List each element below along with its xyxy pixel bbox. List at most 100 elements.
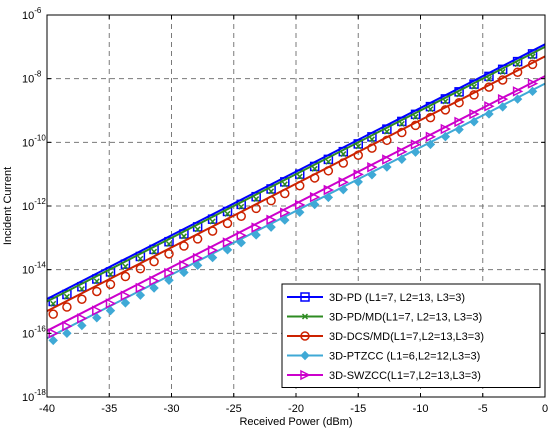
y-tick-label: 10-8 — [22, 70, 42, 86]
data-point — [425, 112, 436, 123]
data-point — [397, 154, 407, 164]
data-point — [440, 123, 452, 135]
data-point — [398, 120, 405, 127]
data-point — [236, 238, 246, 248]
data-point — [382, 162, 392, 172]
series-5 — [46, 75, 546, 339]
data-point — [135, 290, 146, 300]
data-point — [77, 320, 87, 331]
data-point — [93, 278, 100, 285]
data-point — [353, 150, 363, 160]
data-point — [427, 106, 434, 113]
data-point — [527, 78, 539, 89]
data-point — [164, 275, 174, 285]
data-point — [268, 188, 275, 195]
data-point — [383, 128, 390, 135]
data-point — [296, 173, 303, 180]
data-point — [499, 68, 506, 75]
data-point — [485, 75, 493, 82]
data-point — [382, 135, 392, 146]
data-point — [92, 313, 102, 323]
data-point — [338, 176, 349, 188]
data-point — [484, 101, 495, 112]
data-point — [120, 298, 131, 308]
data-point — [311, 165, 318, 172]
y-tick-label: 10-14 — [22, 261, 46, 277]
data-point — [236, 211, 246, 221]
data-point — [151, 248, 158, 255]
y-tick-label: 10-10 — [22, 133, 46, 149]
data-point — [410, 139, 422, 150]
legend-item: 3D-DCS/MD(L1=7,L2=13,L3=3) — [287, 331, 484, 343]
data-point — [353, 177, 363, 187]
data-point — [512, 94, 523, 104]
legend: 3D-PD (L1=7, L2=13, L3=3) 3D-PD/MD(L1=7, … — [281, 283, 541, 388]
y-axis-label: Incident Current — [2, 167, 14, 245]
data-point — [469, 117, 479, 127]
data-point — [192, 252, 204, 264]
data-point — [529, 53, 536, 60]
data-point — [149, 283, 159, 293]
data-point — [280, 207, 291, 218]
data-point — [454, 124, 464, 135]
data-point — [222, 218, 233, 229]
x-tick-label: -5 — [478, 403, 488, 415]
legend-label: 3D-DCS/MD(L1=7,L2=13,L3=3) — [329, 331, 484, 343]
data-point — [48, 309, 58, 319]
data-point — [63, 293, 70, 300]
data-point — [207, 226, 218, 236]
data-point — [338, 184, 349, 195]
legend-label: 3D-PD (L1=7, L2=13, L3=3) — [329, 292, 465, 304]
data-point — [440, 105, 451, 115]
data-point — [179, 241, 189, 251]
data-point — [367, 162, 378, 173]
data-point — [266, 195, 276, 206]
x-tick-label: -10 — [413, 403, 429, 415]
data-point — [355, 143, 362, 150]
y-tick-label: 10-12 — [22, 197, 46, 213]
legend-label: 3D-PD/MD(L1=7, L2=13, L3=3) — [329, 312, 482, 324]
data-point — [514, 61, 521, 68]
data-point — [338, 158, 349, 168]
data-point — [137, 255, 144, 262]
data-point — [469, 108, 480, 120]
data-point — [340, 151, 347, 158]
y-tick-label: 10-16 — [22, 324, 46, 340]
x-tick-label: -20 — [288, 403, 304, 415]
legend-item: 3D-PD/MD(L1=7, L2=13, L3=3) — [287, 312, 482, 324]
data-point — [105, 279, 116, 290]
data-point — [62, 320, 73, 332]
data-point — [251, 222, 262, 233]
data-point — [469, 90, 479, 100]
data-point — [179, 267, 189, 278]
data-point — [266, 214, 277, 226]
data-point — [266, 222, 276, 232]
legend-marker — [301, 313, 309, 320]
legend-label: 3D-SWZCC(L1=7,L2=13,L3=3) — [329, 370, 481, 382]
data-point — [165, 240, 173, 248]
data-point — [325, 158, 332, 165]
data-point — [497, 93, 509, 105]
x-tick-label: -15 — [350, 403, 366, 415]
data-point — [180, 233, 187, 240]
data-point — [105, 305, 116, 316]
data-point — [294, 199, 306, 211]
data-point — [309, 173, 320, 183]
data-point — [512, 67, 523, 77]
data-point — [77, 313, 88, 324]
data-point — [527, 59, 538, 70]
data-point — [367, 170, 377, 180]
series-3 — [46, 55, 546, 319]
data-point — [323, 166, 334, 176]
series-line — [46, 45, 546, 303]
data-point — [440, 131, 451, 142]
x-tick-label: -30 — [164, 403, 180, 415]
data-point — [192, 234, 203, 244]
data-point — [368, 136, 375, 143]
data-point — [192, 260, 203, 271]
data-point — [512, 86, 524, 97]
series-2 — [46, 45, 546, 307]
data-point — [122, 263, 129, 270]
data-point — [135, 282, 147, 294]
